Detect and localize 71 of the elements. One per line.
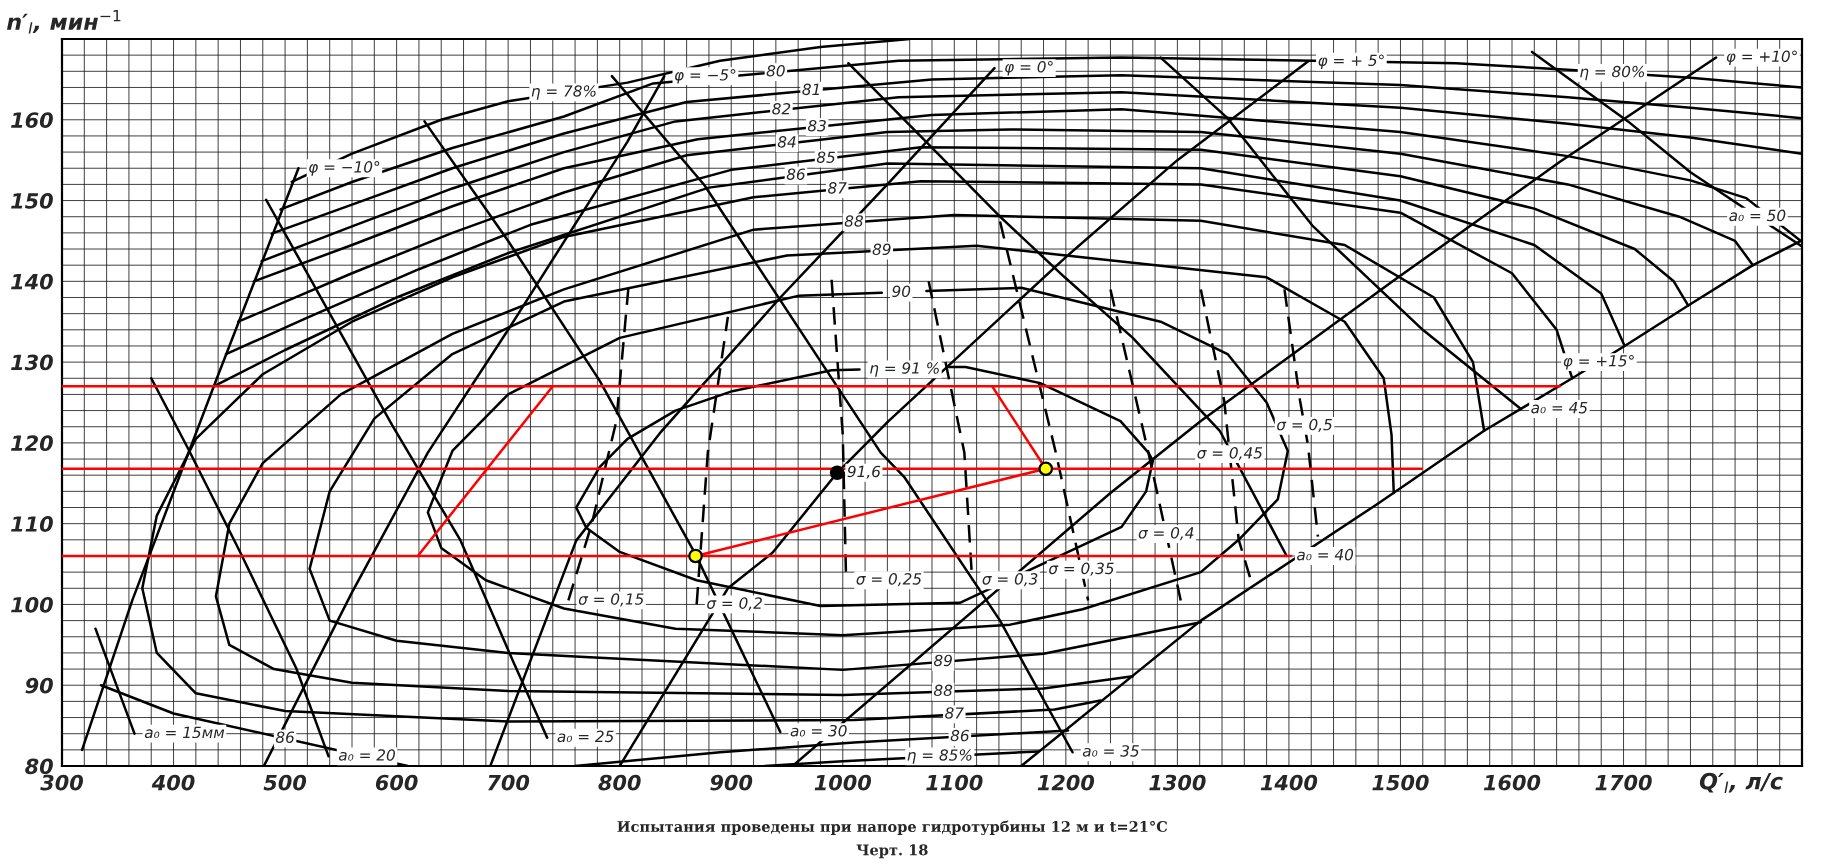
y-tick-label: 140	[11, 273, 53, 290]
annotation: 87	[827, 182, 847, 194]
annotation: 85	[816, 151, 835, 163]
x-tick-label: 1300	[1149, 774, 1206, 791]
annotation: 90	[892, 285, 911, 298]
annotation: 80	[766, 65, 785, 77]
annotation: σ = 0,35	[1049, 562, 1114, 576]
x-axis-title: Q′$_{I}$, л/с	[1699, 772, 1783, 793]
annotation: 86	[950, 729, 969, 742]
annotation: η = 91 %	[870, 362, 939, 377]
annotation: 88	[933, 684, 953, 697]
annotation: η = 85%	[907, 749, 972, 764]
x-tick-label: 400	[151, 774, 195, 791]
annotation: φ = +15°	[1563, 354, 1634, 370]
y-tick-label: 130	[11, 354, 53, 371]
y-tick-label: 120	[11, 435, 53, 452]
y-tick-label: 160	[11, 112, 53, 129]
annotation: a₀ = 45	[1531, 402, 1588, 414]
annotation: 82	[772, 102, 791, 115]
annotation: a₀ = 15мм	[144, 726, 225, 739]
annotation: φ = +10°	[1726, 50, 1797, 65]
y-tick-label: 100	[11, 596, 53, 613]
annotation: η = 80%	[1580, 65, 1645, 81]
x-tick-label: 1400	[1260, 774, 1318, 791]
annotation: a₀ = 30	[790, 724, 847, 737]
x-tick-label: 700	[488, 774, 530, 791]
annotation: 89	[872, 243, 891, 256]
annotation: 87	[945, 707, 964, 719]
x-tick-label: 1500	[1372, 774, 1429, 791]
annotation: 84	[777, 136, 796, 148]
annotation: 86	[275, 731, 295, 743]
annotation: σ = 0,5	[1277, 418, 1332, 432]
annotation: σ = 0,25	[856, 573, 922, 587]
x-tick-label: 1600	[1483, 774, 1541, 791]
annotation: σ = 0,3	[982, 573, 1038, 587]
annotation: 81	[802, 83, 819, 96]
text: Испытания проведены при напоре гидротурбины 12 м и t=21°C	[617, 820, 1168, 836]
annotation: φ = + 5°	[1318, 54, 1384, 70]
annotation: 86	[786, 168, 805, 180]
annotation: a₀ = 20	[338, 749, 395, 761]
x-tick-label: 1100	[926, 774, 983, 791]
y-tick-label: 90	[25, 677, 53, 694]
x-tick-label: 800	[598, 774, 641, 791]
y-tick-label: 110	[11, 516, 53, 532]
x-tick-label: 1000	[814, 774, 872, 791]
x-tick-label: 500	[263, 774, 307, 791]
annotation: σ = 0,4	[1138, 527, 1194, 541]
x-tick-label: 900	[710, 774, 753, 791]
y-tick-label: 150	[11, 193, 53, 209]
annotation: a₀ = 50	[1729, 209, 1786, 222]
annotation: 91,6	[847, 465, 881, 479]
x-tick-label: 300	[40, 774, 83, 791]
annotation: σ = 0,2	[707, 597, 762, 611]
annotation: 88	[844, 215, 863, 227]
x-tick-label: 1700	[1595, 774, 1652, 791]
annotation: 83	[807, 119, 826, 132]
y-axis-title: n′$_{I}$, мин$^{−1}$	[7, 10, 121, 34]
annotation: a₀ = 40	[1297, 548, 1354, 561]
x-tick-label: 1200	[1037, 774, 1095, 791]
annotation: φ = 0°	[1005, 60, 1053, 76]
annotation: σ = 0,15	[578, 593, 644, 607]
annotation: a₀ = 25	[557, 730, 614, 743]
x-tick-label: 600	[375, 774, 418, 791]
annotation: φ = −5°	[675, 69, 736, 84]
text: Черт. 18	[856, 844, 928, 859]
annotation: 89	[933, 654, 952, 667]
annotation: φ = −10°	[309, 161, 380, 176]
annotation: η = 78%	[531, 85, 596, 100]
annotation: σ = 0,45	[1197, 447, 1263, 461]
y-tick-label: 80	[25, 758, 53, 775]
annotation: a₀ = 35	[1082, 745, 1139, 757]
